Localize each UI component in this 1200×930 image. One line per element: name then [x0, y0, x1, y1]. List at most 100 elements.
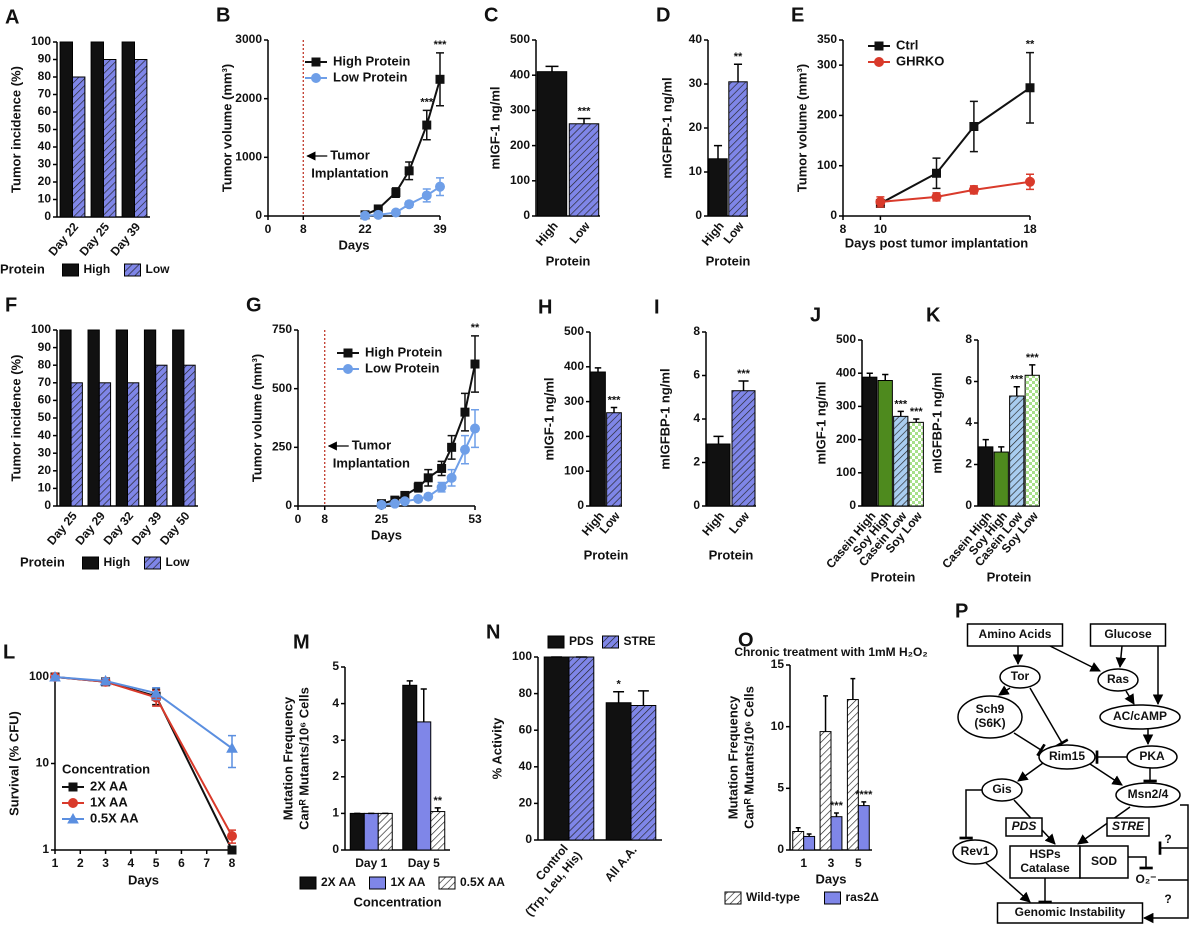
error-bar — [594, 367, 602, 373]
significance: *** — [434, 39, 448, 51]
bar — [543, 656, 570, 841]
marker — [875, 196, 886, 207]
marker — [226, 742, 238, 753]
y-tick-label: 50 — [38, 410, 52, 424]
panel-letter: B — [216, 4, 230, 26]
diagram-node — [966, 623, 1064, 647]
bar — [568, 656, 595, 841]
diagram-edge — [1142, 804, 1189, 924]
x-axis-label: Concentration — [353, 894, 441, 909]
legend-label: 2X AA — [90, 778, 128, 793]
legend-label: 0.5X AA — [90, 810, 139, 825]
diagram-label: ? — [1164, 832, 1171, 846]
marker — [373, 209, 384, 220]
x-tick-label: Day 39 — [108, 220, 144, 259]
x-tick-label: 8 — [229, 856, 236, 870]
y-tick-label: 80 — [38, 357, 52, 371]
bar — [98, 382, 112, 507]
panel-letter: D — [656, 4, 670, 26]
annotation: Implantation — [311, 165, 388, 180]
legend-label: Ctrl — [896, 37, 918, 52]
diagram-label: Amino Acids — [979, 627, 1052, 641]
y-tick-label: 0 — [525, 832, 532, 846]
bar — [605, 702, 632, 841]
error-bar — [713, 144, 723, 159]
error-bar — [823, 695, 828, 732]
marker — [446, 472, 457, 483]
marker — [437, 463, 447, 473]
y-tick-label: 0 — [849, 498, 856, 512]
legend-swatch — [124, 263, 141, 277]
x-tick-label: Day 25 — [77, 220, 113, 259]
significance: *** — [737, 368, 751, 380]
series-line — [54, 676, 233, 750]
x-axis-label: Days — [338, 237, 369, 252]
bar — [792, 831, 805, 851]
y-tick-label: 200 — [510, 138, 530, 152]
error-bar — [434, 807, 441, 812]
marker — [423, 473, 433, 483]
marker — [227, 845, 237, 855]
x-tick-label: 4 — [128, 856, 135, 870]
diagram-label: ? — [1164, 892, 1171, 906]
diagram-node — [1097, 668, 1139, 692]
marker — [435, 74, 445, 84]
x-tick-label: 3 — [828, 856, 835, 870]
bar — [155, 364, 168, 507]
marker — [67, 812, 79, 824]
y-tick-label: 400 — [564, 359, 584, 373]
panel-letter: G — [246, 294, 262, 316]
y-tick-label: 2000 — [235, 91, 262, 105]
marker — [376, 499, 387, 510]
y-tick-label: 200 — [564, 429, 584, 443]
diagram-label: Catalase — [1020, 861, 1070, 875]
error-bar — [637, 690, 649, 706]
error-bar — [913, 418, 920, 423]
diagram-edge — [985, 862, 1031, 903]
diagram-label: O₂⁻ — [1136, 872, 1157, 886]
legend-label: High Protein — [365, 344, 442, 359]
y-tick-label: 8 — [693, 324, 700, 338]
diagram-label: Sch9 — [976, 702, 1005, 716]
legend-label: High — [104, 555, 131, 569]
y-tick-label: 0 — [693, 498, 700, 512]
marker — [68, 798, 78, 808]
y-tick-label: 100 — [31, 34, 51, 48]
diagram-label: (S6K) — [974, 716, 1005, 730]
legend-swatch — [438, 876, 456, 890]
y-tick-label: 8 — [965, 332, 972, 346]
legend-swatch — [62, 263, 79, 277]
y-axis-label: Survival (% CFU) — [6, 711, 21, 816]
x-tick-label: 5 — [153, 856, 160, 870]
y-tick-label: 70 — [38, 375, 52, 389]
bar — [402, 684, 418, 851]
y-tick-label: 300 — [817, 57, 837, 71]
significance: *** — [420, 96, 434, 108]
y-tick-label: 100 — [510, 173, 530, 187]
legend-label: Low — [146, 262, 171, 276]
y-tick-label: 200 — [836, 432, 856, 446]
bar — [731, 390, 756, 507]
y-tick-label: 0 — [965, 498, 972, 512]
marker — [360, 210, 371, 221]
diagram-edge — [959, 789, 982, 840]
error-bar — [806, 833, 812, 837]
diagram-edge — [1124, 690, 1135, 705]
x-tick-label: 0 — [265, 222, 272, 236]
legend-label: 2X AA — [321, 875, 356, 889]
marker — [343, 348, 353, 358]
marker — [99, 674, 112, 686]
y-axis-label: mIGF-1 ng/ml — [487, 86, 502, 169]
y-tick-label: 10 — [771, 719, 785, 733]
y-tick-label: 100 — [29, 669, 49, 683]
error-bar — [406, 680, 413, 686]
error-bar — [861, 801, 867, 806]
legend-label: 0.5X AA — [460, 875, 505, 889]
y-tick-label: 40 — [519, 759, 533, 773]
y-tick-label: 400 — [510, 67, 530, 81]
panel-letter: L — [3, 641, 15, 663]
panel-letter: F — [5, 294, 17, 316]
x-axis-label: Protein — [546, 253, 591, 268]
legend-label: ras2Δ — [846, 890, 880, 904]
bar — [90, 41, 104, 218]
